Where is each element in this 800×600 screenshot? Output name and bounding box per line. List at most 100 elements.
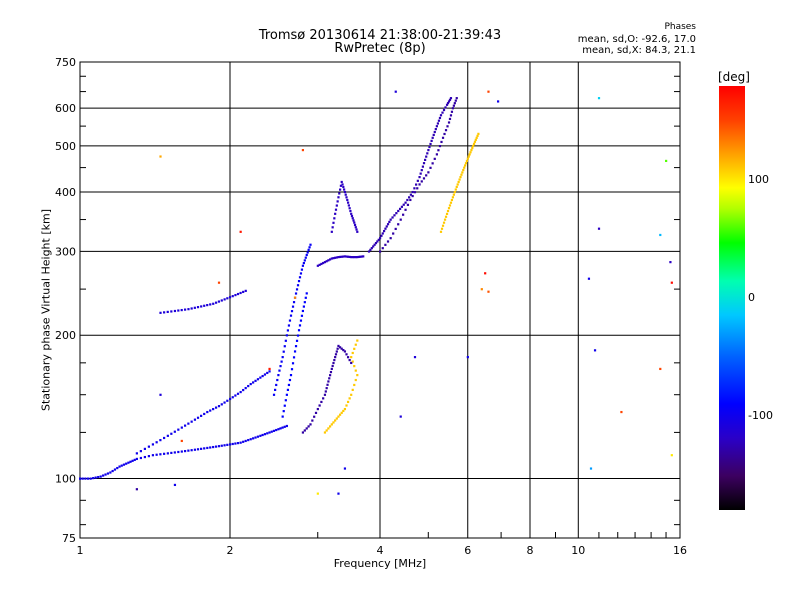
echo-point	[402, 203, 405, 206]
echo-point	[353, 256, 356, 259]
echo-point	[323, 393, 327, 396]
echo-point	[334, 353, 338, 356]
echo-point	[193, 306, 196, 309]
isolated-echo-point	[173, 483, 177, 487]
echo-point	[203, 447, 206, 450]
echo-point	[139, 450, 142, 453]
echo-point	[254, 379, 257, 382]
echo-point	[229, 397, 232, 401]
echo-point	[183, 308, 187, 311]
echo-point	[300, 314, 304, 317]
echo-point	[455, 97, 458, 100]
echo-point	[350, 212, 353, 215]
echo-point	[337, 196, 340, 199]
echo-point	[385, 225, 388, 228]
echo-point	[430, 139, 433, 142]
echo-point	[284, 339, 287, 342]
echo-point	[116, 466, 119, 470]
x-tick-label: 4	[377, 544, 384, 557]
echo-point	[127, 461, 130, 464]
echo-point	[354, 226, 357, 229]
echo-point	[200, 447, 203, 450]
phase-stats-heading: Phases	[664, 22, 696, 32]
echo-point	[350, 356, 353, 359]
echo-point	[209, 303, 212, 306]
echo-point	[345, 404, 348, 407]
echo-point	[234, 394, 237, 397]
echo-point	[340, 180, 343, 184]
echo-point	[418, 175, 421, 179]
echo-point	[442, 108, 446, 112]
echo-point	[242, 440, 245, 443]
echo-point	[326, 383, 329, 386]
echo-point	[147, 455, 151, 458]
echo-point	[353, 347, 356, 350]
echo-point	[348, 207, 351, 210]
echo-point	[439, 230, 443, 233]
echo-point	[177, 428, 180, 431]
isolated-echo-point	[669, 261, 672, 264]
echo-point	[193, 418, 197, 421]
isolated-echo-point	[293, 296, 297, 299]
echo-point	[200, 414, 203, 417]
echo-point	[299, 272, 303, 275]
echo-point	[155, 453, 158, 456]
echo-point	[372, 245, 375, 248]
echo-point	[341, 183, 344, 186]
echo-point	[279, 427, 282, 430]
echo-point	[304, 296, 307, 299]
echo-point	[290, 310, 294, 313]
echo-point	[159, 453, 162, 456]
echo-point	[345, 353, 348, 356]
echo-point	[345, 196, 348, 199]
echo-point	[350, 214, 354, 218]
echo-point	[342, 348, 345, 352]
echo-point	[350, 393, 353, 396]
echo-point	[288, 319, 292, 322]
echo-point	[166, 452, 169, 455]
echo-point	[226, 443, 229, 446]
echo-point	[135, 457, 138, 461]
echo-point	[275, 428, 278, 432]
isolated-echo-point	[670, 281, 673, 284]
echo-point	[303, 301, 306, 304]
echo-point	[139, 456, 142, 460]
echo-point	[244, 289, 247, 292]
echo-point	[166, 310, 169, 314]
echo-point	[214, 301, 218, 304]
echo-point	[373, 243, 376, 246]
echo-point	[356, 339, 359, 342]
echo-point	[338, 413, 342, 416]
echo-point	[263, 433, 267, 436]
echo-point	[325, 387, 328, 390]
echo-point	[354, 256, 357, 259]
echo-point	[449, 97, 453, 100]
echo-point	[330, 367, 333, 371]
echo-point	[381, 247, 384, 250]
echo-point	[234, 442, 237, 445]
echo-point	[318, 263, 321, 266]
echo-point	[301, 264, 305, 267]
echo-point	[247, 438, 250, 442]
echo-point	[284, 399, 287, 402]
echo-point	[469, 151, 472, 154]
echo-point	[285, 424, 288, 428]
echo-point	[427, 171, 430, 174]
echo-point	[449, 201, 453, 204]
echo-point	[295, 339, 299, 342]
echo-point	[220, 403, 223, 406]
echo-point	[442, 221, 446, 224]
echo-point	[353, 365, 356, 368]
echo-point	[406, 198, 409, 202]
echo-point	[467, 155, 470, 158]
echo-point	[393, 214, 396, 217]
echo-point	[435, 153, 438, 156]
echo-point	[400, 205, 404, 208]
echo-point	[356, 256, 359, 259]
echo-point	[333, 358, 336, 362]
echo-point	[451, 107, 455, 110]
echo-point	[323, 431, 327, 434]
echo-point	[311, 419, 314, 422]
echo-point	[177, 450, 180, 454]
